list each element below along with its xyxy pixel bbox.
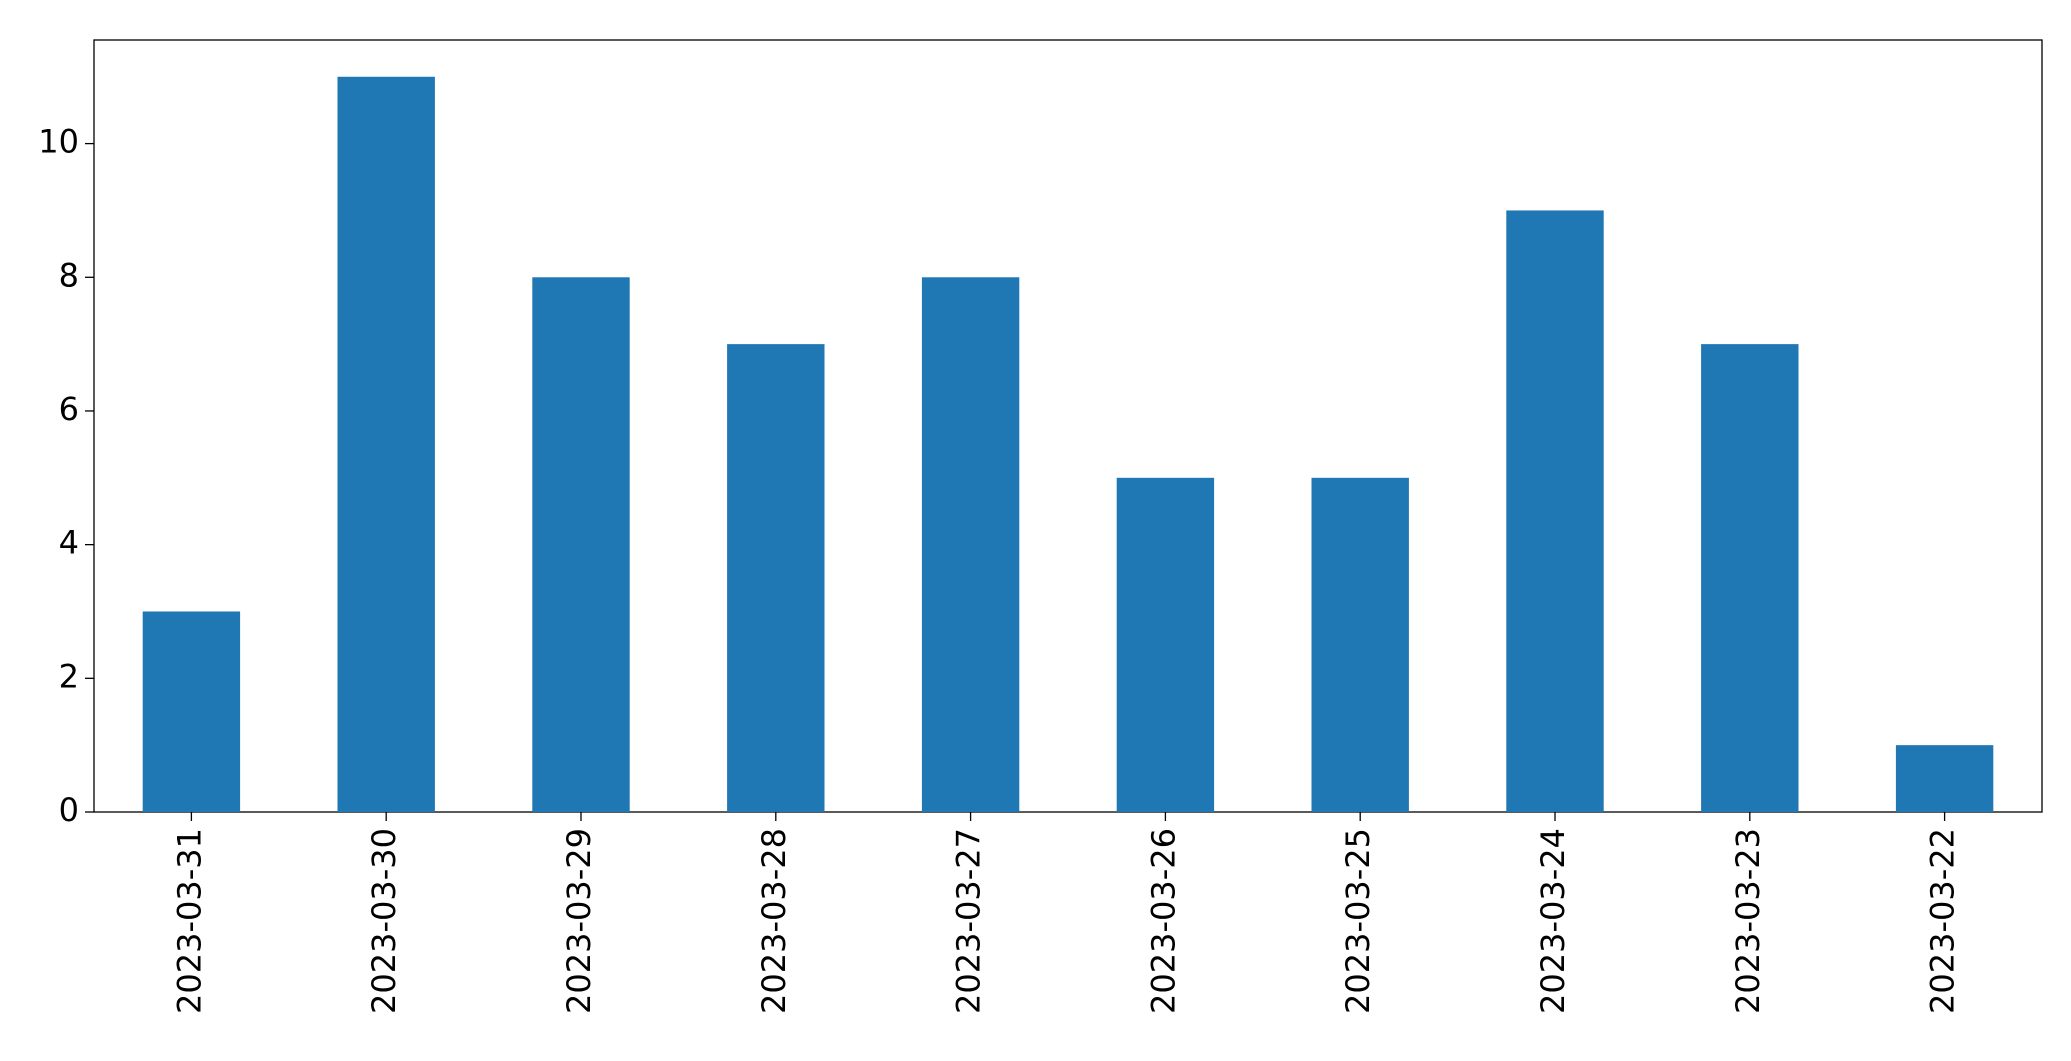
x-tick-label: 2023-03-24 (1534, 828, 1572, 1014)
x-tick-label: 2023-03-30 (365, 828, 403, 1014)
bar (1701, 344, 1799, 812)
bar (337, 76, 435, 812)
bar (727, 344, 825, 812)
bar (1311, 477, 1409, 812)
x-tick-label: 2023-03-27 (950, 828, 988, 1014)
x-tick-label: 2023-03-31 (170, 828, 208, 1014)
y-tick-label: 0 (59, 791, 79, 829)
y-tick-label: 10 (38, 123, 79, 161)
y-tick-label: 2 (59, 657, 79, 695)
x-tick-label: 2023-03-28 (755, 828, 793, 1014)
x-tick-label: 2023-03-29 (560, 828, 598, 1014)
y-tick-label: 6 (59, 390, 79, 428)
bar (532, 277, 630, 812)
plot-frame (93, 39, 2043, 813)
bar (1116, 477, 1215, 812)
bar (142, 611, 241, 812)
bar (1506, 210, 1604, 813)
x-tick-label: 2023-03-22 (1924, 828, 1962, 1014)
y-tick-label: 4 (59, 524, 79, 562)
y-tick-label: 8 (59, 256, 79, 294)
bar (1895, 745, 1994, 812)
x-tick-label: 2023-03-26 (1144, 828, 1182, 1014)
bar (921, 277, 1020, 812)
x-tick-label: 2023-03-25 (1339, 828, 1377, 1014)
x-tick-label: 2023-03-23 (1729, 828, 1767, 1014)
